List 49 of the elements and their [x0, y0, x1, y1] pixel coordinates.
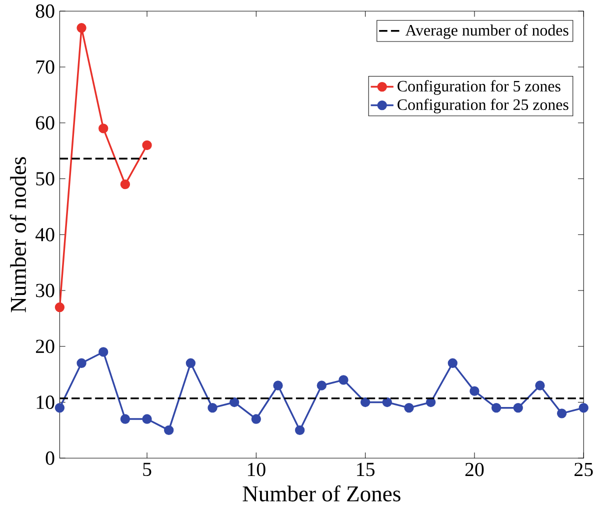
legend-label: Configuration for 25 zones [398, 98, 568, 114]
y-tick-label: 30 [36, 284, 54, 298]
point [578, 402, 588, 413]
y-tick-label: 10 [36, 396, 54, 409]
point [426, 397, 436, 408]
x-axis-title: Number of Zones [242, 485, 400, 502]
y-tick-label: 0 [46, 451, 54, 465]
point [294, 425, 305, 435]
point [54, 402, 65, 413]
point [76, 23, 86, 33]
point [120, 414, 130, 424]
point [76, 358, 86, 368]
y-tick-label: 60 [36, 116, 54, 130]
point [513, 402, 523, 413]
point [98, 124, 108, 134]
x-tick-label: 15 [357, 462, 374, 476]
point [251, 414, 262, 424]
x-tick-label: 25 [574, 462, 593, 476]
point [491, 402, 502, 413]
point [142, 414, 152, 424]
point [382, 397, 392, 408]
y-tick-label: 40 [36, 228, 54, 242]
point [448, 358, 458, 368]
point [229, 397, 240, 408]
point [142, 140, 152, 150]
point [470, 386, 480, 396]
legend-label: Average number of nodes [405, 24, 568, 39]
x-tick-label: 10 [248, 462, 266, 476]
y-axis-title: Number of nodes [10, 157, 26, 312]
x-tick-label: 20 [465, 462, 484, 476]
point [98, 347, 108, 357]
point [186, 358, 196, 368]
point [164, 425, 174, 435]
point [316, 380, 327, 390]
point [208, 402, 218, 413]
y-tick-label: 20 [36, 340, 54, 354]
point [273, 380, 283, 390]
y-tick-label: 80 [36, 4, 54, 18]
point [535, 380, 545, 390]
x-tick-label: 5 [143, 462, 152, 476]
point [556, 408, 567, 418]
point [404, 402, 414, 413]
point [120, 179, 130, 190]
y-tick-label: 50 [36, 172, 54, 186]
legend-label: Configuration for 5 zones [398, 80, 560, 95]
y-tick-label: 70 [36, 60, 54, 74]
point [360, 397, 370, 408]
point [54, 302, 65, 312]
point [338, 375, 348, 385]
